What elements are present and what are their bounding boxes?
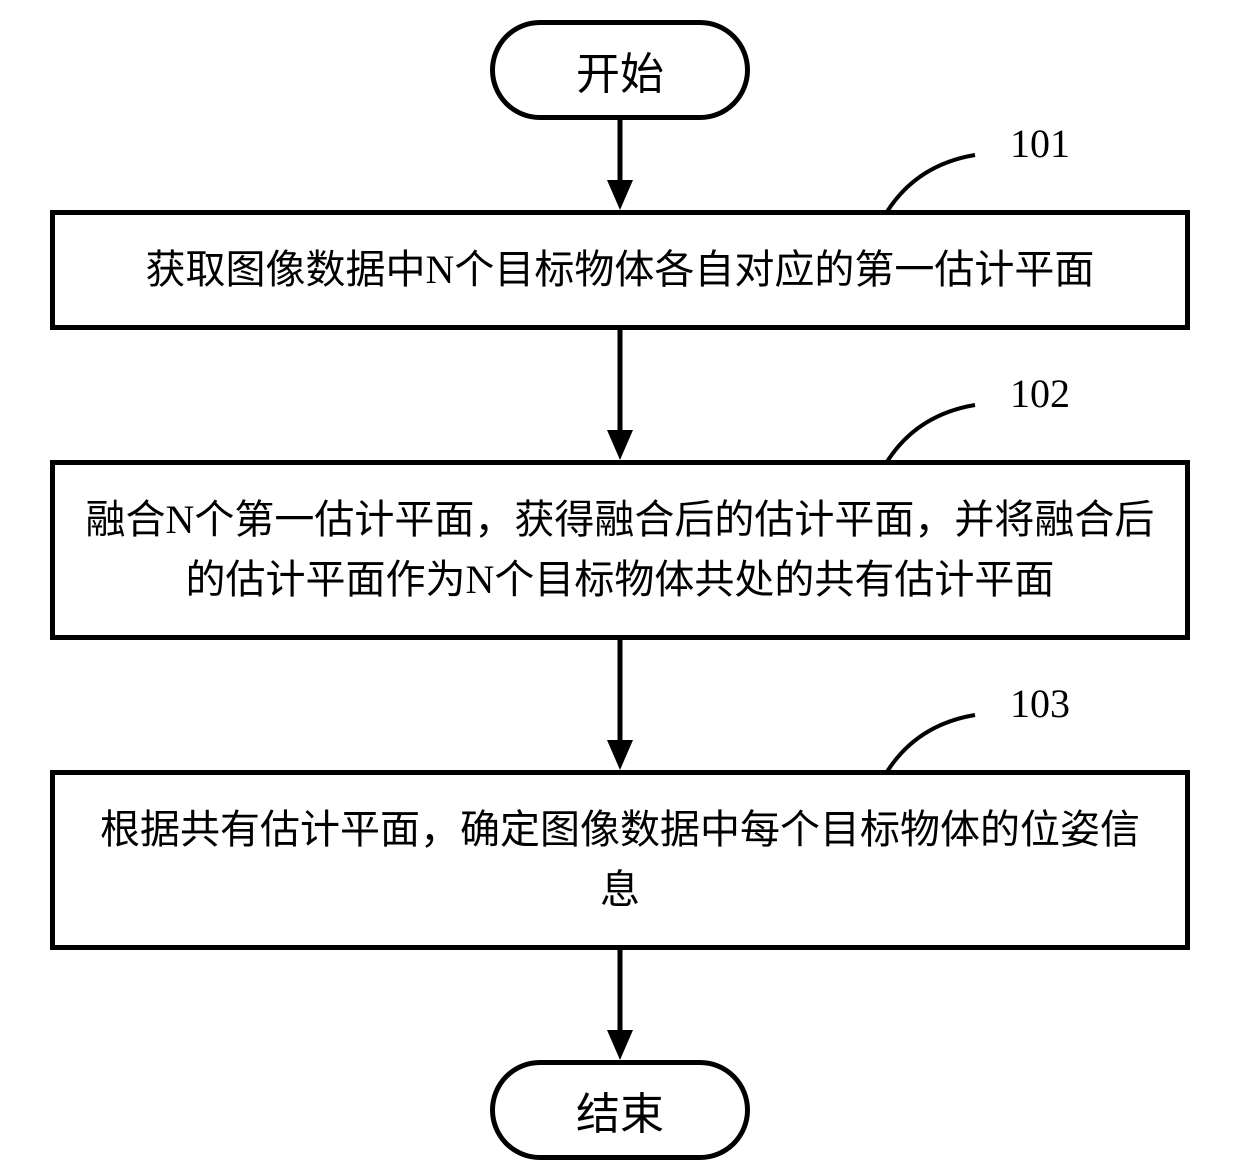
arrow-svg [590, 120, 650, 210]
process-step-102: 融合N个第一估计平面，获得融合后的估计平面，并将融合后的估计平面作为N个目标物体… [50, 460, 1190, 640]
arrow-svg [590, 950, 650, 1060]
process-step-103: 根据共有估计平面，确定图像数据中每个目标物体的位姿信息 [50, 770, 1190, 950]
arrow-4 [50, 950, 1190, 1060]
arrow-svg [590, 330, 650, 460]
process-text-103: 根据共有估计平面，确定图像数据中每个目标物体的位姿信息 [85, 800, 1155, 920]
end-node: 结束 [490, 1060, 750, 1160]
process-text-102: 融合N个第一估计平面，获得融合后的估计平面，并将融合后的估计平面作为N个目标物体… [85, 490, 1155, 610]
ref-label-102: 102 [1010, 370, 1070, 417]
start-node: 开始 [490, 20, 750, 120]
ref-label-101: 101 [1010, 120, 1070, 167]
arrow-svg [590, 640, 650, 770]
end-label: 结束 [576, 1078, 664, 1142]
start-label: 开始 [576, 38, 664, 102]
process-text-101: 获取图像数据中N个目标物体各自对应的第一估计平面 [146, 240, 1095, 300]
ref-label-103: 103 [1010, 680, 1070, 727]
arrow-2: 102 [50, 330, 1190, 460]
flowchart-container: 开始 101 获取图像数据中N个目标物体各自对应的第一估计平面 102 融合N个… [50, 20, 1190, 1160]
arrow-1: 101 [50, 120, 1190, 210]
process-step-101: 获取图像数据中N个目标物体各自对应的第一估计平面 [50, 210, 1190, 330]
arrow-3: 103 [50, 640, 1190, 770]
